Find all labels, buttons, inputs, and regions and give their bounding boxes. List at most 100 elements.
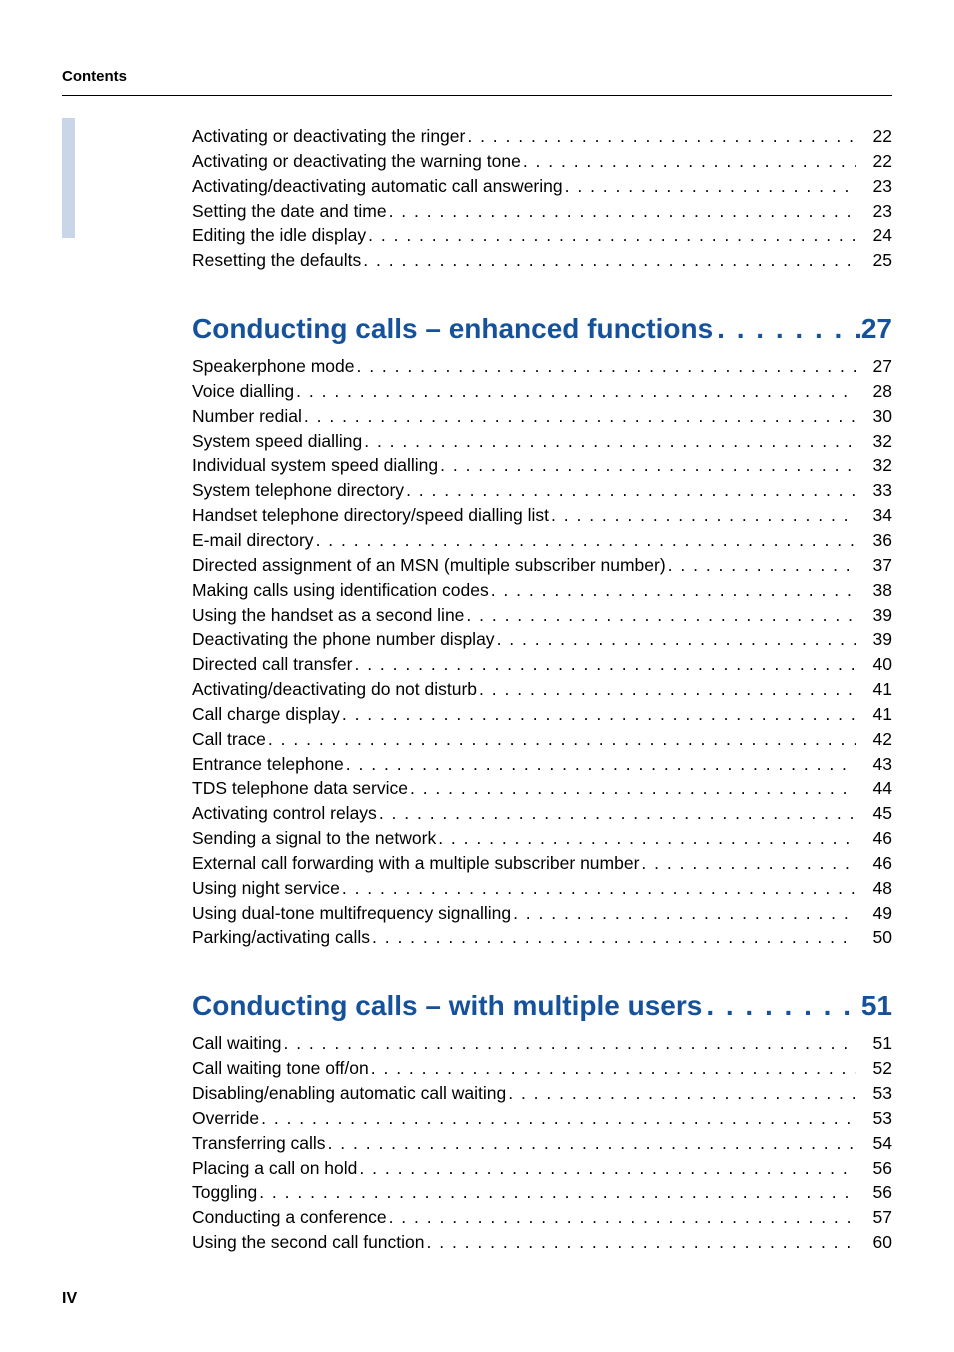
- toc-entry-dots: [377, 801, 856, 826]
- toc-entry: Using dual-tone multifrequency signallin…: [192, 901, 892, 926]
- toc-entry: Override53: [192, 1106, 892, 1131]
- toc-entry-label: Deactivating the phone number display: [192, 627, 495, 652]
- toc-entry-label: Transferring calls: [192, 1131, 326, 1156]
- toc-entry: System speed dialling32: [192, 429, 892, 454]
- toc-entry-dots: [506, 1081, 856, 1106]
- toc-entry-dots: [366, 223, 856, 248]
- toc-entry-page: 41: [856, 677, 892, 702]
- toc-entry: Setting the date and time23: [192, 199, 892, 224]
- toc-entry: Editing the idle display24: [192, 223, 892, 248]
- toc-entry-dots: [362, 429, 856, 454]
- toc-entry-label: Activating control relays: [192, 801, 377, 826]
- toc-entry-page: 50: [856, 925, 892, 950]
- toc-entry-label: Number redial: [192, 404, 302, 429]
- toc-entry-label: Setting the date and time: [192, 199, 387, 224]
- toc-entry-dots: [495, 627, 856, 652]
- toc-entry-page: 27: [856, 354, 892, 379]
- toc-entry-page: 32: [856, 453, 892, 478]
- toc-entry-dots: [563, 174, 856, 199]
- page-number: IV: [62, 1290, 77, 1308]
- toc-entry-label: Activating/deactivating do not disturb: [192, 677, 477, 702]
- toc-entry-dots: [281, 1031, 856, 1056]
- toc-entry-page: 54: [856, 1131, 892, 1156]
- toc-entry-page: 32: [856, 429, 892, 454]
- toc-entry-dots: [357, 1156, 856, 1181]
- toc-entry-dots: [294, 379, 856, 404]
- toc-entry-dots: [436, 826, 856, 851]
- toc-entry-label: Making calls using identification codes: [192, 578, 489, 603]
- toc-entry-page: 44: [856, 776, 892, 801]
- toc-entry-page: 43: [856, 752, 892, 777]
- toc-entry-label: Directed assignment of an MSN (multiple …: [192, 553, 666, 578]
- toc-entry: Directed assignment of an MSN (multiple …: [192, 553, 892, 578]
- toc-entry-label: E-mail directory: [192, 528, 314, 553]
- toc-entry-label: Conducting a conference: [192, 1205, 387, 1230]
- toc-entry-label: Using dual-tone multifrequency signallin…: [192, 901, 511, 926]
- toc-entry: Call trace42: [192, 727, 892, 752]
- toc-section-heading-label: Conducting calls – with multiple users: [192, 988, 702, 1023]
- toc-entry-dots: [354, 354, 856, 379]
- toc-entry-page: 37: [856, 553, 892, 578]
- toc-entry-label: Individual system speed dialling: [192, 453, 438, 478]
- toc-entry-dots: [438, 453, 856, 478]
- toc-entry: TDS telephone data service 44: [192, 776, 892, 801]
- toc-entry-dots: [666, 553, 856, 578]
- toc-entry: Conducting a conference57: [192, 1205, 892, 1230]
- toc-entry: Call charge display41: [192, 702, 892, 727]
- toc-entry: E-mail directory36: [192, 528, 892, 553]
- toc-entry-label: External call forwarding with a multiple…: [192, 851, 639, 876]
- toc-entry-dots: [477, 677, 856, 702]
- toc-entry-dots: [266, 727, 856, 752]
- toc-entry-page: 56: [856, 1180, 892, 1205]
- toc-block: Activating or deactivating the ringer22A…: [192, 124, 892, 273]
- toc-entry-label: Entrance telephone: [192, 752, 344, 777]
- toc-entry: Entrance telephone 43: [192, 752, 892, 777]
- toc-entry-label: Voice dialling: [192, 379, 294, 404]
- toc-entry-page: 46: [856, 826, 892, 851]
- toc-entry-page: 23: [856, 174, 892, 199]
- toc-entry-dots: [257, 1180, 856, 1205]
- toc-entry-dots: [387, 199, 856, 224]
- toc-entry-label: Disabling/enabling automatic call waitin…: [192, 1081, 506, 1106]
- toc-entry-page: 39: [856, 627, 892, 652]
- toc-entry-page: 48: [856, 876, 892, 901]
- toc-entry-dots: [259, 1106, 856, 1131]
- toc-entry-page: 41: [856, 702, 892, 727]
- toc-entry-label: Sending a signal to the network: [192, 826, 436, 851]
- toc-entry-dots: [521, 149, 856, 174]
- toc-entry-dots: [344, 752, 856, 777]
- toc-entry-dots: [361, 248, 856, 273]
- toc-section-heading-page: 27: [861, 311, 892, 346]
- toc-entry-label: Call trace: [192, 727, 266, 752]
- toc-entry-dots: [404, 478, 856, 503]
- page-header-label: Contents: [62, 68, 892, 96]
- toc-entry: Directed call transfer40: [192, 652, 892, 677]
- toc-entry: Activating/deactivating do not disturb 41: [192, 677, 892, 702]
- toc-entry-label: TDS telephone data service: [192, 776, 408, 801]
- toc-entry-dots: [464, 603, 856, 628]
- toc-entry: Activating control relays45: [192, 801, 892, 826]
- toc-entry-label: Resetting the defaults: [192, 248, 361, 273]
- toc-entry-dots: [340, 702, 856, 727]
- toc-entry: Using night service48: [192, 876, 892, 901]
- toc-entry-page: 24: [856, 223, 892, 248]
- toc-entry-dots: [370, 925, 856, 950]
- toc-entry-page: 60: [856, 1230, 892, 1255]
- toc-entry-dots: [302, 404, 856, 429]
- toc-entry-page: 22: [856, 124, 892, 149]
- toc-entry: Handset telephone directory/speed dialli…: [192, 503, 892, 528]
- toc-entry: Using the handset as a second line39: [192, 603, 892, 628]
- toc-entry-label: Activating or deactivating the ringer: [192, 124, 465, 149]
- toc-entry-page: 49: [856, 901, 892, 926]
- toc-content: Activating or deactivating the ringer 22 A…: [192, 124, 892, 1255]
- toc-section-heading-label: Conducting calls – enhanced functions: [192, 311, 713, 346]
- toc-entry-dots: [369, 1056, 856, 1081]
- toc-entry-label: Call waiting: [192, 1031, 281, 1056]
- toc-entry: Call waiting tone off/on52: [192, 1056, 892, 1081]
- toc-section-heading: Conducting calls – enhanced functions 27: [192, 311, 892, 346]
- toc-block: Conducting calls – enhanced functions 27 S…: [192, 311, 892, 950]
- toc-entry-page: 25: [856, 248, 892, 273]
- toc-entry-label: Handset telephone directory/speed dialli…: [192, 503, 549, 528]
- toc-entry-dots: [639, 851, 856, 876]
- toc-entry-page: 39: [856, 603, 892, 628]
